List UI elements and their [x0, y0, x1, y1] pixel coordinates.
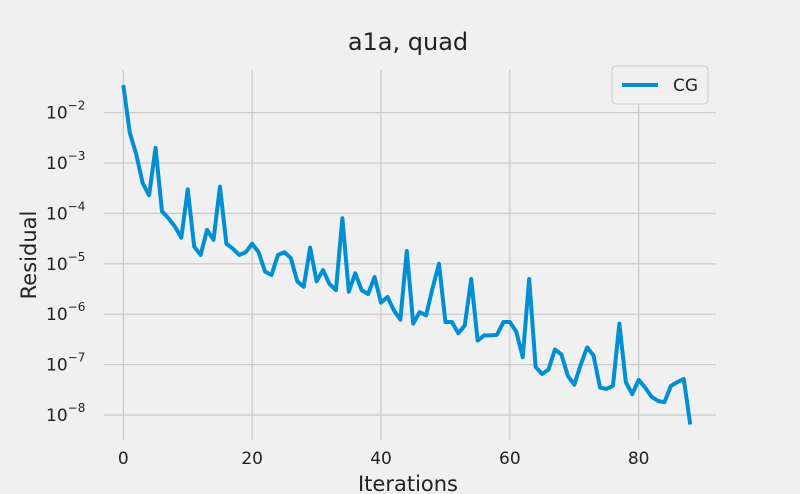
y-tick-label: 10−5	[46, 250, 85, 275]
x-axis-label: Iterations	[358, 472, 458, 494]
y-axis-label: Residual	[17, 211, 41, 300]
legend-box	[611, 65, 709, 105]
chart-title: a1a, quad	[348, 28, 468, 56]
y-tick-label: 10−8	[46, 401, 85, 426]
tick-labels: 0 20 40 60 80 10−2 10−3 10−4 10−5 10−6 10−7 10−8	[46, 99, 650, 469]
x-tick-label: 40	[370, 449, 392, 469]
y-tick-label: 10−2	[46, 99, 85, 124]
legend-label-cg: CG	[673, 76, 698, 96]
x-tick-label: 80	[628, 449, 650, 469]
x-tick-label: 0	[118, 449, 129, 469]
y-tick-label: 10−3	[46, 149, 85, 174]
series-layer	[121, 84, 693, 425]
x-tick-label: 20	[241, 449, 263, 469]
legend: CG	[611, 65, 709, 105]
y-tick-label: 10−6	[46, 300, 85, 325]
y-tick-label: 10−4	[46, 199, 85, 224]
x-tick-label: 60	[499, 449, 521, 469]
y-tick-label: 10−7	[46, 351, 85, 376]
